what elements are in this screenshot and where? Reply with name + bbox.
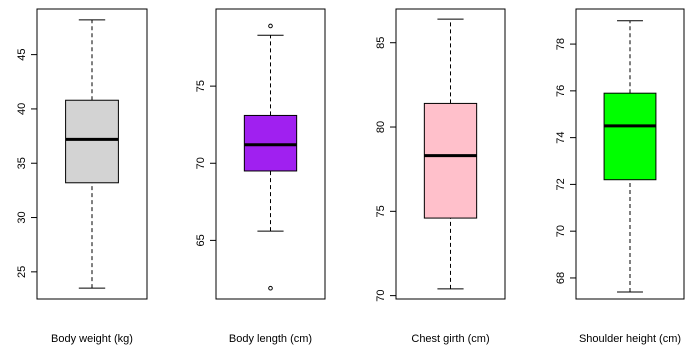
y-tick-label: 72 [555,178,567,190]
y-tick-label: 45 [16,48,28,60]
y-tick-label: 76 [555,85,567,97]
plot-frame [215,8,326,300]
outlier-point [268,285,273,291]
y-tick-label: 75 [375,205,387,217]
y-tick-label: 85 [375,37,387,49]
x-axis-label: Body weight (kg) [51,333,133,345]
x-axis-label: Chest girth (cm) [411,333,489,345]
plot-frame [36,8,148,300]
y-tick-label: 80 [375,121,387,133]
y-tick-label: 35 [16,157,28,169]
y-tick-label: 40 [16,103,28,115]
plot-frame [575,8,685,300]
iqr-box [603,92,657,181]
y-tick-label: 65 [195,234,207,246]
boxplot-panel-2: 65 70 75 Body length (cm) [195,8,326,345]
boxplot-panel-1: 25 30 35 40 45 Body weight (kg) [16,8,148,345]
iqr-box [243,114,298,172]
outlier-point [268,23,273,29]
plot-frame [395,8,506,300]
iqr-box [65,99,119,184]
y-tick-label: 70 [375,290,387,302]
iqr-box [423,102,478,219]
y-tick-label: 70 [195,157,207,169]
x-axis-label: Body length (cm) [229,333,312,345]
y-tick-label: 25 [16,266,28,278]
y-tick-label: 30 [16,211,28,223]
boxplot-panel-3: 70 75 80 85 Chest girth (cm) [375,8,506,345]
y-tick-label: 70 [555,225,567,237]
y-tick-label: 75 [195,80,207,92]
boxplot-panel-4: 68 70 72 74 76 78 Shoulder height (cm) [555,8,685,345]
y-tick-label: 68 [555,272,567,284]
y-tick-label: 74 [555,132,567,144]
y-tick-label: 78 [555,38,567,50]
x-axis-label: Shoulder height (cm) [579,333,681,345]
